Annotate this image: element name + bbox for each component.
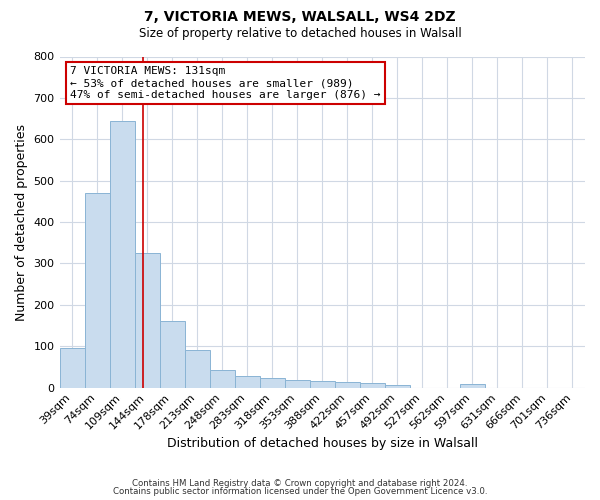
Y-axis label: Number of detached properties: Number of detached properties	[15, 124, 28, 320]
Bar	[360, 384, 385, 388]
Bar	[110, 120, 134, 388]
Text: Size of property relative to detached houses in Walsall: Size of property relative to detached ho…	[139, 28, 461, 40]
Bar	[59, 348, 85, 388]
Bar	[385, 385, 410, 388]
Bar	[209, 370, 235, 388]
Bar	[285, 380, 310, 388]
Text: 7 VICTORIA MEWS: 131sqm
← 53% of detached houses are smaller (989)
47% of semi-d: 7 VICTORIA MEWS: 131sqm ← 53% of detache…	[70, 66, 380, 100]
Text: 7, VICTORIA MEWS, WALSALL, WS4 2DZ: 7, VICTORIA MEWS, WALSALL, WS4 2DZ	[144, 10, 456, 24]
Bar	[85, 193, 110, 388]
Bar	[160, 322, 185, 388]
Bar	[460, 384, 485, 388]
Bar	[235, 376, 260, 388]
Text: Contains public sector information licensed under the Open Government Licence v3: Contains public sector information licen…	[113, 487, 487, 496]
Bar	[335, 382, 360, 388]
Bar	[134, 253, 160, 388]
Text: Contains HM Land Registry data © Crown copyright and database right 2024.: Contains HM Land Registry data © Crown c…	[132, 478, 468, 488]
X-axis label: Distribution of detached houses by size in Walsall: Distribution of detached houses by size …	[167, 437, 478, 450]
Bar	[310, 382, 335, 388]
Bar	[185, 350, 209, 388]
Bar	[260, 378, 285, 388]
